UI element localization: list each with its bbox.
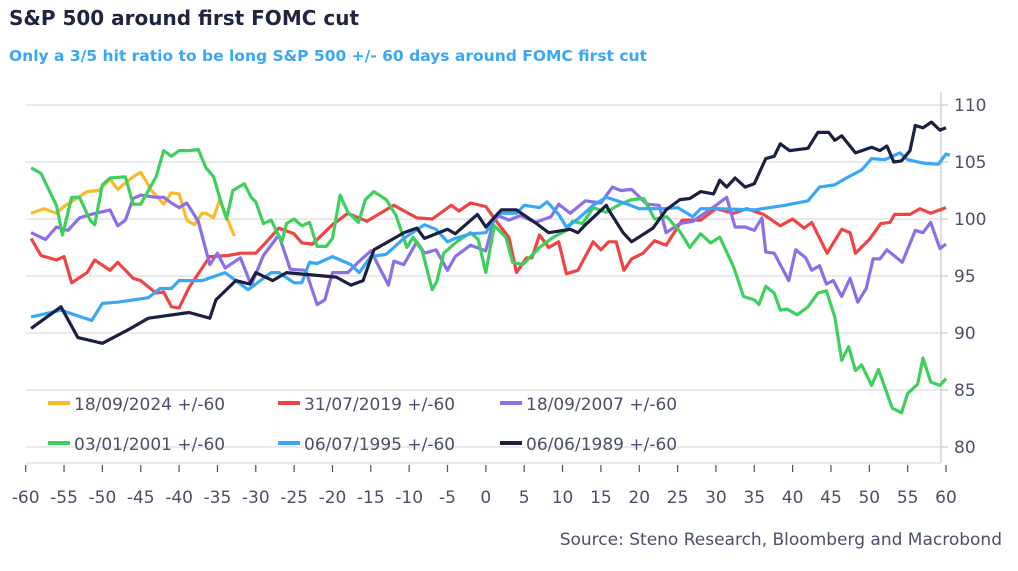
x-tick-label: -20 <box>319 488 347 508</box>
x-tick-label: -5 <box>439 488 456 508</box>
x-tick-label: -15 <box>357 488 385 508</box>
y-tick-label: 100 <box>954 210 986 230</box>
x-tick-label: 50 <box>858 488 880 508</box>
x-tick-label: 60 <box>935 488 957 508</box>
x-tick-label: 0 <box>480 488 491 508</box>
y-tick-label: 80 <box>954 438 976 458</box>
legend-label: 18/09/2024 +/-60 <box>74 395 225 415</box>
x-tick-label: -25 <box>280 488 308 508</box>
x-tick-label: 35 <box>743 488 765 508</box>
x-tick-label: 5 <box>519 488 530 508</box>
series-line-03-01-2001 <box>30 147 948 415</box>
x-tick-label: -30 <box>242 488 270 508</box>
chart-title: S&P 500 around first FOMC cut <box>9 6 360 30</box>
y-tick-label: 105 <box>954 153 986 173</box>
x-tick-label: -50 <box>89 488 117 508</box>
y-tick-label: 95 <box>954 267 976 287</box>
y-tick-label: 85 <box>954 381 976 401</box>
y-tick-label: 110 <box>954 96 986 116</box>
x-tick-label: -35 <box>204 488 232 508</box>
series-line-06-06-1989 <box>30 120 947 345</box>
legend-label: 18/09/2007 +/-60 <box>526 395 677 415</box>
x-tick-label: 15 <box>590 488 612 508</box>
x-tick-label: 45 <box>820 488 842 508</box>
y-tick-label: 90 <box>954 324 976 344</box>
x-tick-label: 20 <box>628 488 650 508</box>
legend-label: 06/07/1995 +/-60 <box>304 435 455 455</box>
x-tick-label: -10 <box>395 488 423 508</box>
series-line-18-09-2007 <box>30 185 947 307</box>
series-line-31-07-2019 <box>29 201 947 310</box>
chart-subtitle: Only a 3/5 hit ratio to be long S&P 500 … <box>9 47 647 65</box>
x-tick-label: -40 <box>165 488 193 508</box>
x-tick-label: -45 <box>127 488 155 508</box>
legend-label: 06/06/1989 +/-60 <box>526 435 677 455</box>
x-tick-label: 55 <box>897 488 919 508</box>
x-tick-label: 25 <box>667 488 689 508</box>
source-note: Source: Steno Research, Bloomberg and Ma… <box>559 530 1002 550</box>
x-tick-label: 10 <box>552 488 574 508</box>
x-tick-label: 40 <box>782 488 804 508</box>
legend-label: 03/01/2001 +/-60 <box>74 435 225 455</box>
x-tick-label: -60 <box>12 488 40 508</box>
legend-label: 31/07/2019 +/-60 <box>304 395 455 415</box>
x-tick-label: -55 <box>50 488 78 508</box>
x-tick-label: 30 <box>705 488 727 508</box>
